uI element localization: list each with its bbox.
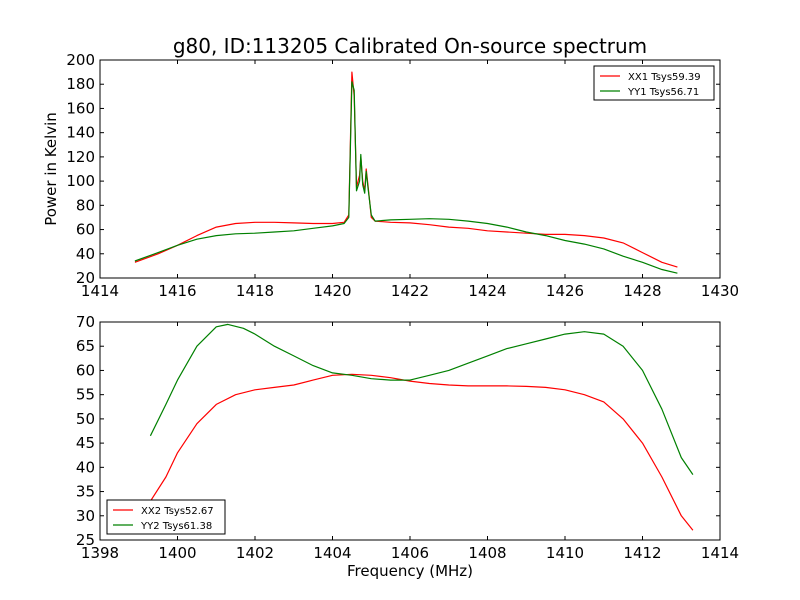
x-tick-label: 1412 bbox=[623, 544, 661, 562]
x-tick-label: 1404 bbox=[313, 544, 351, 562]
series-line-2 bbox=[134, 81, 678, 274]
y-axis-label: Power in Kelvin bbox=[42, 112, 60, 226]
x-tick-label: 1402 bbox=[236, 544, 274, 562]
y-tick-label: 65 bbox=[76, 337, 95, 355]
y-tick-label: 160 bbox=[66, 99, 95, 117]
y-tick-label: 70 bbox=[76, 313, 95, 331]
x-axis-label: Frequency (MHz) bbox=[347, 562, 473, 580]
legend-label: XX2 Tsys52.67 bbox=[141, 506, 214, 517]
y-tick-label: 180 bbox=[66, 75, 95, 93]
y-tick-label: 60 bbox=[76, 221, 95, 239]
y-tick-label: 35 bbox=[76, 483, 95, 501]
y-tick-label: 200 bbox=[66, 51, 95, 69]
legend-box bbox=[593, 65, 715, 101]
x-tick-label: 1424 bbox=[468, 282, 506, 300]
legend-box bbox=[106, 499, 226, 535]
x-tick-label: 1400 bbox=[158, 544, 196, 562]
y-tick-label: 120 bbox=[66, 148, 95, 166]
x-tick-label: 1398 bbox=[81, 544, 119, 562]
x-tick-label: 1410 bbox=[546, 544, 584, 562]
y-tick-label: 80 bbox=[76, 196, 95, 214]
x-tick-label: 1414 bbox=[81, 282, 119, 300]
y-tick-label: 60 bbox=[76, 361, 95, 379]
y-tick-label: 40 bbox=[76, 458, 95, 476]
x-tick-label: 1428 bbox=[623, 282, 661, 300]
series-line-1 bbox=[149, 373, 694, 531]
x-tick-label: 1422 bbox=[391, 282, 429, 300]
x-tick-label: 1406 bbox=[391, 544, 429, 562]
chart-title: g80, ID:113205 Calibrated On-source spec… bbox=[173, 34, 647, 58]
y-tick-label: 100 bbox=[66, 172, 95, 190]
legend-label: YY1 Tsys56.71 bbox=[627, 87, 699, 98]
x-tick-label: 1414 bbox=[701, 544, 739, 562]
top-panel: 1414 1416 1418 1420 1422 1424 1426 1428 1430 20 40… bbox=[42, 51, 739, 300]
x-tick-label: 1416 bbox=[158, 282, 196, 300]
y-tick-label: 40 bbox=[76, 245, 95, 263]
x-tick-label: 1426 bbox=[546, 282, 584, 300]
y-tick-label: 45 bbox=[76, 434, 95, 452]
legend-label: YY2 Tsys61.38 bbox=[140, 521, 212, 532]
x-tick-label: 1420 bbox=[313, 282, 351, 300]
y-tick-label: 55 bbox=[76, 386, 95, 404]
y-tick-label: 140 bbox=[66, 124, 95, 142]
y-tick-label: 25 bbox=[76, 531, 95, 549]
bottom-panel: 1398 1400 1402 1404 1406 1408 1410 1412 1414 25 30… bbox=[76, 313, 739, 580]
y-tick-label: 50 bbox=[76, 410, 95, 428]
y-tick-label: 30 bbox=[76, 507, 95, 525]
x-tick-label: 1418 bbox=[236, 282, 274, 300]
x-tick-label: 1430 bbox=[701, 282, 739, 300]
x-tick-label: 1408 bbox=[468, 544, 506, 562]
y-tick-label: 20 bbox=[76, 269, 95, 287]
series-line-2 bbox=[149, 323, 694, 475]
legend-label: XX1 Tsys59.39 bbox=[628, 72, 701, 83]
